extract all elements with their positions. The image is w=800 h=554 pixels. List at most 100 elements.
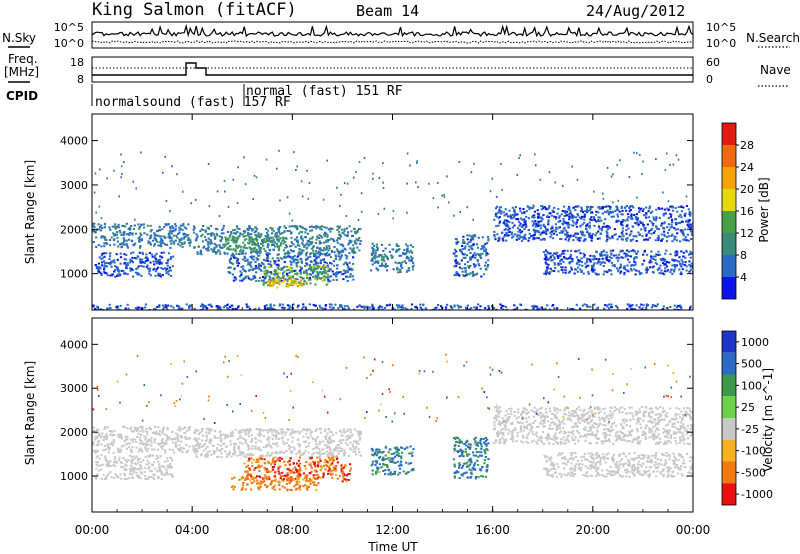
power-cell — [291, 307, 294, 310]
power-cell — [664, 258, 667, 261]
power-cell — [293, 254, 296, 257]
power-cell — [118, 195, 120, 198]
power-cell — [304, 236, 307, 239]
power-cell — [632, 235, 635, 238]
power-cell — [224, 240, 228, 243]
velocity-cell — [257, 439, 260, 442]
power-cell — [555, 233, 559, 236]
power-cell — [593, 255, 596, 258]
power-cell — [437, 206, 439, 209]
velocity-cell — [168, 448, 171, 451]
velocity-cell — [245, 456, 248, 459]
power-cell — [621, 213, 624, 216]
power-cell — [188, 244, 191, 247]
power-cell — [371, 242, 374, 245]
velocity-cell — [314, 439, 317, 442]
power-cell — [500, 210, 503, 213]
power-cell — [445, 306, 448, 309]
velocity-cell — [131, 476, 134, 479]
power-cell — [310, 237, 313, 240]
power-cell — [293, 270, 296, 273]
velocity-cell — [169, 473, 172, 476]
power-cell — [289, 267, 292, 270]
power-cell — [292, 250, 295, 253]
power-cell — [214, 251, 217, 253]
power-cell — [127, 263, 130, 266]
power-cell — [553, 257, 556, 260]
power-cell — [145, 265, 148, 268]
velocity-cell — [217, 455, 220, 458]
power-cell — [523, 235, 526, 238]
velocity-cell — [155, 470, 159, 473]
velocity-cell — [299, 462, 302, 465]
power-cell — [513, 208, 516, 211]
power-cell — [273, 304, 276, 307]
power-cell — [612, 215, 615, 218]
power-cell — [643, 250, 646, 253]
velocity-cell — [280, 431, 283, 433]
power-cell — [544, 261, 547, 264]
power-cell — [356, 305, 359, 308]
power-cell — [312, 303, 315, 306]
power-cell — [125, 254, 128, 257]
power-cell — [675, 154, 678, 157]
velocity-cell — [226, 436, 229, 438]
power-cell — [498, 220, 502, 223]
velocity-cell — [268, 454, 271, 457]
power-cell — [167, 258, 170, 261]
freq-right-tick-bottom: 0 — [706, 73, 713, 86]
power-cell — [515, 238, 518, 241]
velocity-cell — [108, 430, 111, 432]
power-cell — [239, 232, 242, 235]
power-cell — [294, 280, 298, 283]
power-cell — [398, 247, 401, 250]
power-cell — [273, 260, 276, 262]
power-cell — [612, 173, 614, 176]
power-cell — [318, 227, 322, 230]
power-cell — [226, 304, 229, 306]
velocity-cell — [119, 451, 122, 453]
power-cell — [227, 307, 230, 310]
velocity-cell — [281, 451, 285, 454]
power-cell — [623, 267, 626, 270]
power-cell — [283, 225, 286, 228]
power-cell — [347, 307, 350, 310]
freq-traces — [92, 62, 693, 76]
power-cell — [579, 225, 582, 228]
velocity-cell — [266, 438, 269, 441]
power-cell — [329, 280, 332, 283]
power-cell — [545, 271, 548, 273]
power-cell — [657, 228, 661, 230]
power-cell — [195, 237, 198, 240]
velocity-cell — [124, 467, 127, 470]
power-cell — [412, 264, 415, 267]
power-cell — [576, 232, 579, 235]
velocity-cell — [349, 447, 352, 450]
velocity-cell — [269, 444, 272, 447]
power-cell — [377, 260, 380, 263]
power-cell — [633, 258, 636, 261]
power-cell — [298, 244, 301, 247]
power-cell — [637, 223, 641, 226]
velocity-cell — [137, 459, 140, 462]
velocity-cell — [120, 462, 124, 465]
power-cell — [285, 244, 288, 247]
power-cell — [348, 252, 351, 255]
power-cell — [204, 229, 207, 232]
velocity-cell — [323, 430, 326, 433]
power-cell — [577, 214, 580, 217]
velocity-cell — [248, 447, 251, 450]
power-cell — [569, 253, 573, 256]
power-cell — [132, 180, 135, 183]
power-cell — [434, 307, 437, 310]
power-cell — [671, 272, 674, 275]
velocity-cell — [138, 439, 142, 442]
power-cell — [298, 269, 301, 272]
velocity-cell — [339, 447, 342, 450]
velocity-cell — [131, 466, 134, 469]
power-cell — [677, 206, 680, 209]
power-cell — [374, 252, 377, 255]
power-cell — [654, 239, 657, 242]
power-cell — [207, 249, 210, 252]
power-cell — [511, 226, 514, 229]
